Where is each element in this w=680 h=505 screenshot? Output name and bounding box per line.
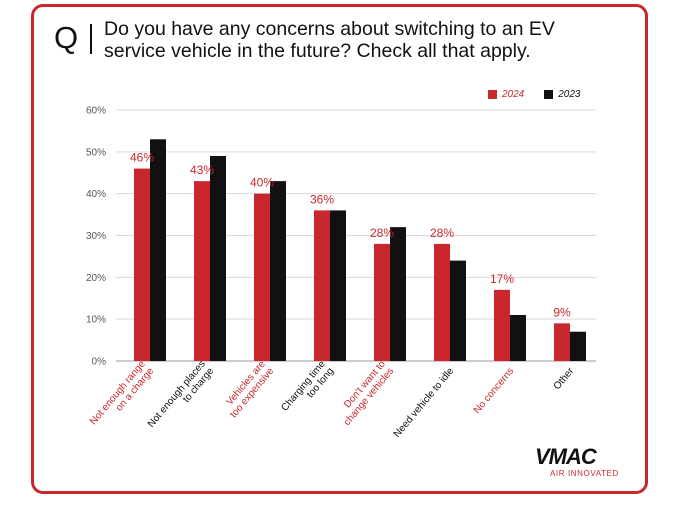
data-label-2024: 40% — [250, 176, 274, 190]
bar-2023 — [330, 210, 346, 361]
chart-title: Do you have any concerns about switching… — [104, 18, 555, 62]
category-label: Charging timetoo long — [279, 358, 336, 420]
y-tick-label: 0% — [92, 357, 107, 368]
bar-2024 — [254, 193, 270, 361]
legend-swatch-2023 — [544, 90, 554, 99]
category-label: No concerns — [472, 366, 517, 416]
bar-2024 — [554, 323, 570, 361]
bar-2023 — [570, 331, 586, 361]
logo-tagline: AIR INNOVATED — [550, 469, 619, 478]
bar-2023 — [210, 156, 226, 361]
y-tick-label: 40% — [86, 189, 106, 200]
bar-2024 — [494, 289, 510, 361]
bar-2024 — [194, 181, 210, 361]
data-label-2024: 28% — [430, 226, 454, 240]
category-label: Not enough placesto charge — [146, 358, 217, 436]
legend: 2024 2023 — [488, 89, 601, 100]
question-divider — [90, 24, 92, 54]
bar-2023 — [390, 227, 406, 361]
data-label-2024: 28% — [370, 226, 394, 240]
data-label-2024: 46% — [130, 151, 154, 165]
bar-2023 — [510, 314, 526, 361]
bar-2024 — [134, 168, 150, 361]
data-label-2024: 43% — [190, 163, 214, 177]
bar-2023 — [270, 181, 286, 361]
vmac-logo: VMAC AIR INNOVATED — [535, 444, 635, 479]
category-label: Don't want tochange vehicles — [333, 358, 396, 427]
y-tick-label: 30% — [86, 231, 106, 242]
bar-2023 — [150, 139, 166, 361]
bar-2024 — [314, 210, 330, 361]
bar-2024 — [374, 243, 390, 361]
category-label: Vehicles aretoo expensive — [220, 358, 277, 420]
category-label-line: Other — [552, 365, 577, 392]
question-marker: Q — [54, 20, 79, 55]
legend-entry-2023: 2023 — [544, 89, 581, 100]
data-label-2024: 9% — [553, 305, 571, 319]
y-tick-label: 50% — [86, 147, 106, 158]
bar-2024 — [434, 243, 450, 361]
category-label: Other — [552, 365, 577, 392]
legend-label-2024: 2024 — [502, 89, 525, 100]
category-label-line: Not enough places — [146, 359, 208, 430]
data-label-2024: 36% — [310, 192, 334, 206]
legend-swatch-2024 — [488, 90, 497, 99]
bar-2023 — [450, 260, 466, 361]
y-tick-label: 10% — [86, 315, 106, 326]
category-label-line: No concerns — [472, 366, 517, 416]
data-label-2024: 17% — [490, 272, 514, 286]
category-label: Need vehicle to idle — [392, 366, 457, 440]
y-tick-label: 60% — [86, 106, 106, 117]
legend-entry-2024: 2024 — [488, 89, 524, 100]
legend-label-2023: 2023 — [558, 89, 581, 100]
category-label-line: Need vehicle to idle — [392, 366, 457, 440]
y-tick-label: 20% — [86, 273, 106, 284]
logo-wordmark: VMAC — [535, 444, 597, 469]
